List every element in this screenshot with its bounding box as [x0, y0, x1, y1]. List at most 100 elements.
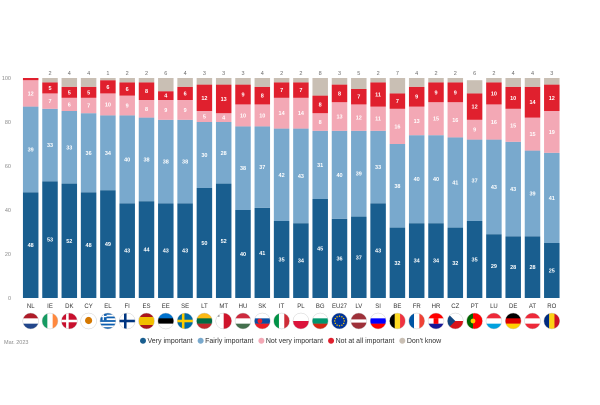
data-label: 35 — [472, 258, 478, 264]
bar-segment — [138, 78, 155, 83]
data-label: 11 — [375, 93, 381, 99]
bar-segment — [80, 97, 97, 114]
bar-segment — [293, 82, 309, 98]
category-label: SK — [258, 304, 266, 310]
bar-segment — [486, 78, 502, 83]
bar-segment — [273, 82, 290, 98]
fr-flag-icon — [408, 312, 425, 330]
data-label: 10 — [240, 113, 246, 119]
ee-flag-icon — [157, 312, 175, 330]
bar-segment — [215, 183, 232, 298]
bar-segment — [389, 93, 406, 109]
data-label: 8 — [319, 102, 322, 108]
y-tick-label: 60 — [5, 164, 11, 170]
bar-segment — [428, 223, 444, 298]
bar-segment — [138, 100, 155, 118]
data-label: 5 — [357, 71, 360, 77]
data-label: 33 — [375, 165, 381, 171]
category-label: IE — [47, 304, 53, 310]
y-tick-label: 20 — [5, 252, 11, 258]
data-label: 7 — [396, 71, 399, 77]
data-label: 38 — [182, 160, 188, 166]
data-label: 4 — [512, 71, 515, 77]
category-label: EE — [162, 304, 170, 310]
data-label: 14 — [529, 100, 536, 106]
data-label: 15 — [529, 132, 535, 138]
data-label: 6 — [68, 102, 71, 108]
data-label: 7 — [396, 99, 399, 105]
data-label: 3 — [222, 71, 225, 77]
data-label: 43 — [124, 249, 130, 255]
bar-segment — [293, 128, 309, 224]
bar-segment — [42, 82, 58, 94]
category-label: LU — [490, 304, 498, 310]
data-label: 8 — [338, 91, 341, 97]
ro-flag-icon — [543, 312, 561, 330]
bar-segment — [466, 93, 483, 120]
bar-segment — [428, 78, 444, 83]
bar-segment — [370, 106, 386, 131]
category-label: FR — [413, 304, 422, 310]
bar-segment — [351, 216, 367, 298]
bar-segment — [312, 199, 328, 298]
data-label: 9 — [184, 108, 187, 114]
data-label: 37 — [259, 165, 265, 171]
category-label: DE — [509, 304, 517, 310]
bar-segment — [351, 130, 367, 217]
bar-segment — [235, 104, 251, 127]
at-flag-icon — [524, 312, 541, 330]
cy-flag-icon — [80, 312, 97, 330]
data-label: 49 — [105, 242, 111, 248]
bar-segment — [196, 78, 213, 85]
data-label: 5 — [48, 86, 51, 92]
data-label: 48 — [28, 243, 34, 249]
data-label: 39 — [28, 148, 34, 154]
data-label: 40 — [124, 157, 130, 163]
data-label: 33 — [66, 145, 72, 151]
bar-segment — [177, 119, 193, 204]
bar-segment — [544, 243, 560, 298]
data-label: 41 — [259, 251, 265, 257]
data-label: 28 — [221, 151, 227, 157]
bar-segment — [408, 78, 425, 87]
bar-segment — [389, 144, 406, 228]
data-label: 7 — [280, 88, 283, 94]
data-label: 34 — [414, 259, 421, 265]
data-label: 3 — [203, 71, 206, 77]
bar-segment — [254, 78, 271, 87]
bar-segment — [370, 130, 386, 204]
bar-segment — [312, 78, 328, 96]
data-label: 4 — [261, 71, 264, 77]
data-label: 36 — [336, 256, 342, 262]
category-label: DK — [65, 304, 73, 310]
bar-segment — [312, 113, 328, 131]
bar-segment — [138, 117, 155, 202]
data-label: 38 — [240, 166, 246, 172]
legend-label: Not very important — [266, 338, 323, 345]
bar-segment — [466, 80, 483, 94]
bar-segment — [215, 78, 232, 85]
bar-segment — [254, 207, 271, 298]
data-label: 16 — [452, 118, 458, 124]
fi-flag-icon — [118, 312, 136, 330]
bar-segment — [428, 82, 444, 103]
bar-segment — [196, 122, 213, 188]
data-label: 2 — [377, 71, 380, 77]
bar-segment — [61, 78, 78, 87]
data-label: 32 — [452, 261, 458, 267]
y-tick-label: 80 — [5, 120, 11, 126]
legend-swatch — [399, 337, 406, 344]
data-label: 14 — [279, 111, 286, 117]
bar-segment — [293, 78, 309, 83]
bar-segment — [215, 113, 232, 122]
bar-segment — [158, 119, 174, 204]
data-label: 4 — [68, 71, 71, 77]
bar-segment — [100, 78, 116, 81]
bar-segment — [408, 135, 425, 224]
bar-segment — [312, 95, 328, 114]
bar-segment — [466, 139, 483, 221]
legend-label: Fairly important — [205, 338, 253, 345]
legend-swatch — [328, 337, 335, 344]
data-label: 9 — [164, 108, 167, 114]
data-label: 7 — [87, 104, 90, 110]
